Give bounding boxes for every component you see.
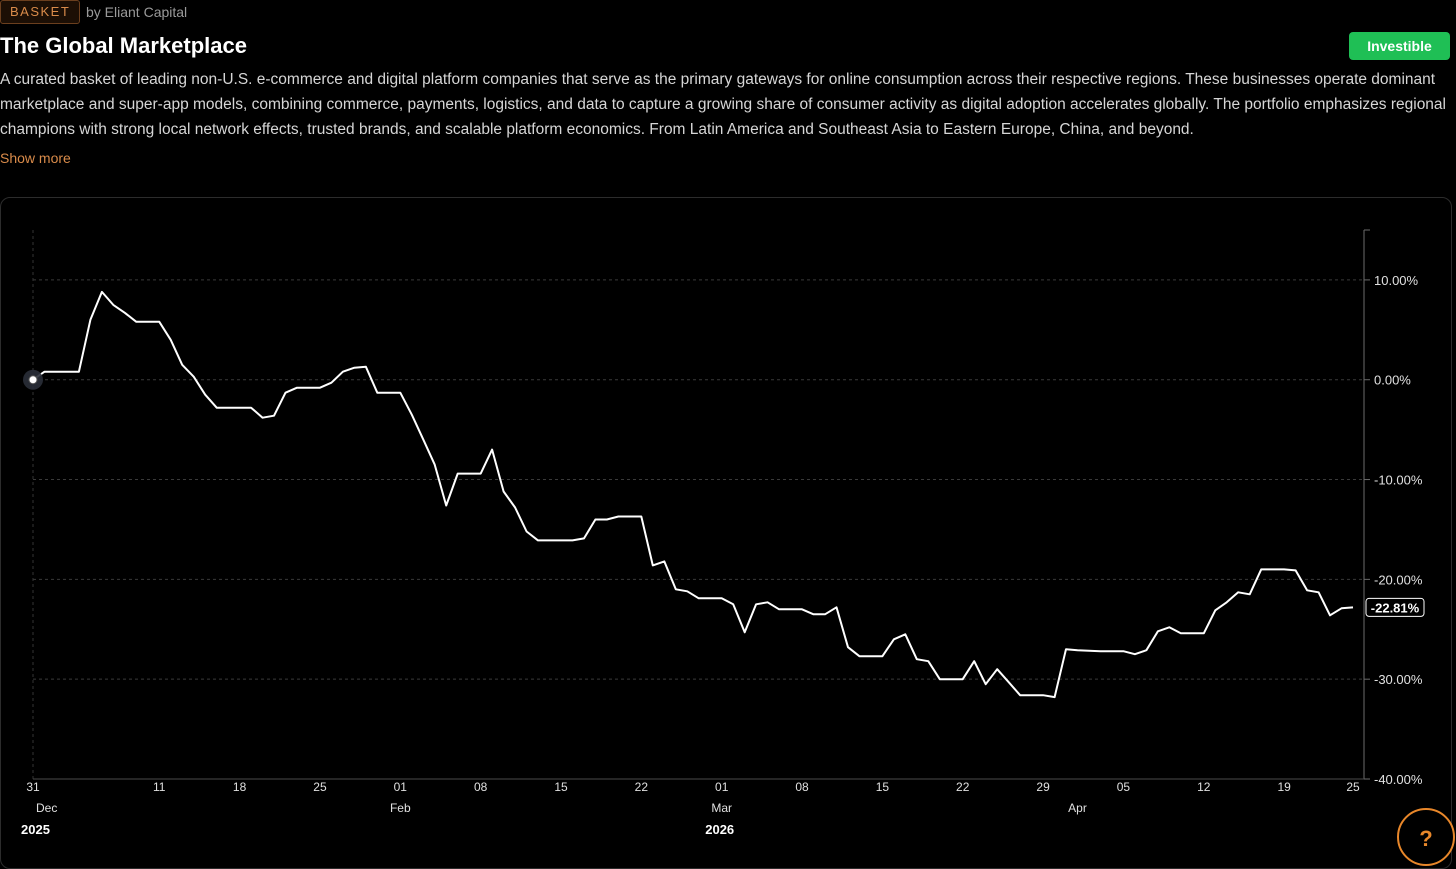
x-tick-label: 12 <box>1197 780 1211 794</box>
y-tick-label: -40.00% <box>1374 772 1423 787</box>
x-tick-label: 01 <box>715 780 729 794</box>
help-button[interactable]: ? <box>1397 808 1455 866</box>
x-tick-label: 22 <box>635 780 649 794</box>
show-more-link[interactable]: Show more <box>0 150 71 166</box>
x-tick-label: 05 <box>1117 780 1131 794</box>
x-month-label: Dec <box>36 801 57 815</box>
x-tick-label: 01 <box>394 780 408 794</box>
series-line <box>32 290 1354 699</box>
last-value-box <box>1365 597 1425 617</box>
byline: by Eliant Capital <box>86 4 188 20</box>
x-tick-label: 31 <box>26 780 40 794</box>
x-tick-label: 29 <box>1036 780 1050 794</box>
x-tick-label: 08 <box>474 780 488 794</box>
x-tick-label: 08 <box>795 780 809 794</box>
x-tick-label: 25 <box>313 780 327 794</box>
x-tick-label: 11 <box>153 780 166 794</box>
chart-card <box>0 197 1452 869</box>
x-tick-label: 15 <box>876 780 890 794</box>
y-tick-label: 10.00% <box>1374 273 1419 288</box>
x-year-label: 2025 <box>21 822 50 837</box>
page-title: The Global Marketplace <box>0 33 247 58</box>
x-month-label: Mar <box>711 801 732 815</box>
basket-badge: BASKET <box>0 0 81 24</box>
x-tick-label: 22 <box>956 780 970 794</box>
start-marker <box>28 375 38 385</box>
performance-chart[interactable]: 10.00% 0.00% -10.00% -20.00% -30.00% -40.00% 3… <box>0 0 1456 847</box>
y-tick-label: -10.00% <box>1374 473 1423 488</box>
x-month-label: Apr <box>1068 801 1087 815</box>
investible-button[interactable]: Investible <box>1349 32 1450 60</box>
y-tick-label: -20.00% <box>1374 572 1423 587</box>
basket-description: A curated basket of leading non-U.S. e-c… <box>0 71 1446 138</box>
y-tick-label: 0.00% <box>1374 373 1411 388</box>
x-tick-label: 25 <box>1346 780 1360 794</box>
x-tick-label: 15 <box>554 780 568 794</box>
x-tick-label: 19 <box>1277 780 1291 794</box>
last-value-label: -22.81% <box>1371 600 1420 615</box>
x-month-label: Feb <box>390 801 411 815</box>
y-tick-label: -30.00% <box>1374 672 1423 687</box>
x-year-label: 2026 <box>705 822 734 837</box>
x-tick-label: 18 <box>233 780 247 794</box>
